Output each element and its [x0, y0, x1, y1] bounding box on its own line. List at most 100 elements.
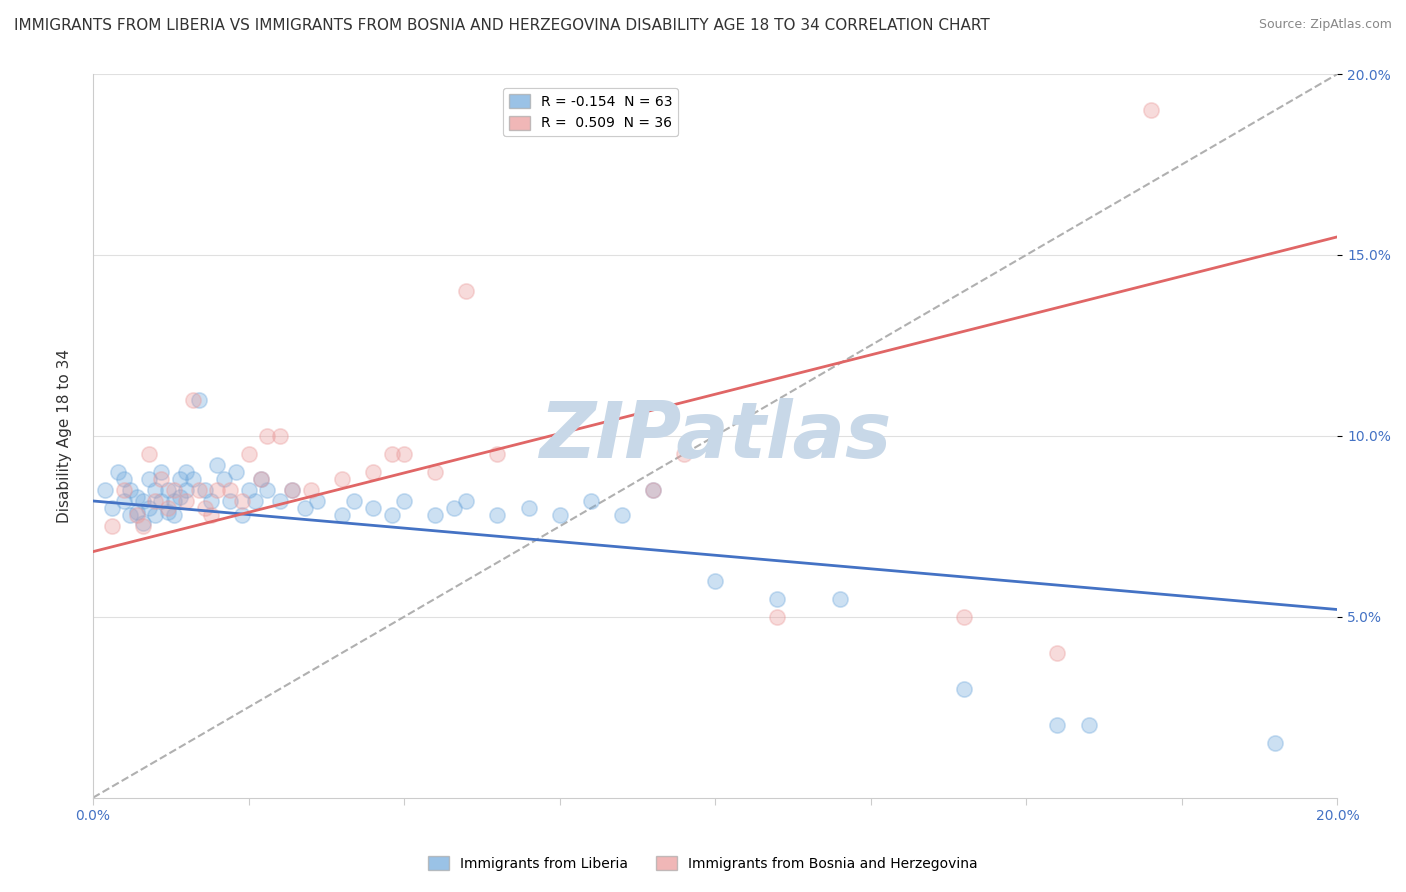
Point — [361, 465, 384, 479]
Point — [219, 483, 242, 497]
Point — [176, 494, 198, 508]
Text: Source: ZipAtlas.com: Source: ZipAtlas.com — [1258, 18, 1392, 31]
Point — [1046, 718, 1069, 732]
Point — [766, 609, 789, 624]
Point — [243, 494, 266, 508]
Point — [207, 483, 229, 497]
Point — [125, 508, 148, 523]
Point — [953, 682, 976, 697]
Point — [94, 483, 117, 497]
Point — [673, 447, 696, 461]
Text: IMMIGRANTS FROM LIBERIA VS IMMIGRANTS FROM BOSNIA AND HERZEGOVINA DISABILITY AGE: IMMIGRANTS FROM LIBERIA VS IMMIGRANTS FR… — [14, 18, 990, 33]
Point — [219, 494, 242, 508]
Point — [281, 483, 304, 497]
Point — [138, 472, 160, 486]
Point — [163, 508, 186, 523]
Point — [200, 494, 222, 508]
Point — [125, 505, 148, 519]
Point — [381, 447, 404, 461]
Point — [548, 508, 571, 523]
Point — [456, 284, 478, 298]
Point — [107, 465, 129, 479]
Point — [187, 392, 209, 407]
Point — [250, 472, 273, 486]
Point — [256, 429, 278, 443]
Point — [169, 472, 191, 486]
Point — [443, 501, 465, 516]
Point — [269, 494, 291, 508]
Point — [181, 472, 204, 486]
Point — [299, 483, 322, 497]
Point — [953, 609, 976, 624]
Point — [156, 483, 179, 497]
Point — [138, 501, 160, 516]
Point — [100, 519, 122, 533]
Point — [169, 491, 191, 505]
Point — [704, 574, 727, 588]
Point — [425, 508, 447, 523]
Point — [238, 483, 260, 497]
Point — [194, 501, 217, 516]
Point — [163, 483, 186, 497]
Point — [125, 491, 148, 505]
Point — [138, 447, 160, 461]
Point — [231, 508, 253, 523]
Point — [641, 483, 664, 497]
Point — [641, 483, 664, 497]
Point — [330, 472, 353, 486]
Point — [132, 494, 155, 508]
Point — [392, 494, 415, 508]
Point — [579, 494, 602, 508]
Point — [828, 591, 851, 606]
Point — [187, 483, 209, 497]
Point — [150, 494, 173, 508]
Point — [176, 483, 198, 497]
Point — [486, 447, 509, 461]
Point — [1139, 103, 1161, 118]
Text: ZIPatlas: ZIPatlas — [538, 398, 891, 474]
Point — [112, 483, 135, 497]
Point — [269, 429, 291, 443]
Point — [150, 465, 173, 479]
Point — [425, 465, 447, 479]
Point — [392, 447, 415, 461]
Point — [207, 458, 229, 472]
Point — [330, 508, 353, 523]
Point — [143, 508, 166, 523]
Point — [194, 483, 217, 497]
Point — [256, 483, 278, 497]
Point — [181, 392, 204, 407]
Point — [112, 494, 135, 508]
Point — [305, 494, 328, 508]
Y-axis label: Disability Age 18 to 34: Disability Age 18 to 34 — [58, 349, 72, 523]
Point — [163, 494, 186, 508]
Point — [1077, 718, 1099, 732]
Point — [1046, 646, 1069, 660]
Point — [766, 591, 789, 606]
Point — [1264, 736, 1286, 750]
Point — [120, 508, 142, 523]
Point — [381, 508, 404, 523]
Point — [294, 501, 316, 516]
Point — [120, 483, 142, 497]
Point — [150, 472, 173, 486]
Point — [361, 501, 384, 516]
Point — [156, 505, 179, 519]
Point — [456, 494, 478, 508]
Point — [250, 472, 273, 486]
Point — [156, 501, 179, 516]
Point — [212, 472, 235, 486]
Point — [132, 516, 155, 530]
Legend: Immigrants from Liberia, Immigrants from Bosnia and Herzegovina: Immigrants from Liberia, Immigrants from… — [423, 850, 983, 876]
Point — [143, 483, 166, 497]
Point — [176, 465, 198, 479]
Point — [100, 501, 122, 516]
Point — [225, 465, 247, 479]
Point — [486, 508, 509, 523]
Point — [200, 508, 222, 523]
Point — [610, 508, 633, 523]
Point — [343, 494, 366, 508]
Legend: R = -0.154  N = 63, R =  0.509  N = 36: R = -0.154 N = 63, R = 0.509 N = 36 — [503, 88, 678, 136]
Point — [143, 494, 166, 508]
Point — [238, 447, 260, 461]
